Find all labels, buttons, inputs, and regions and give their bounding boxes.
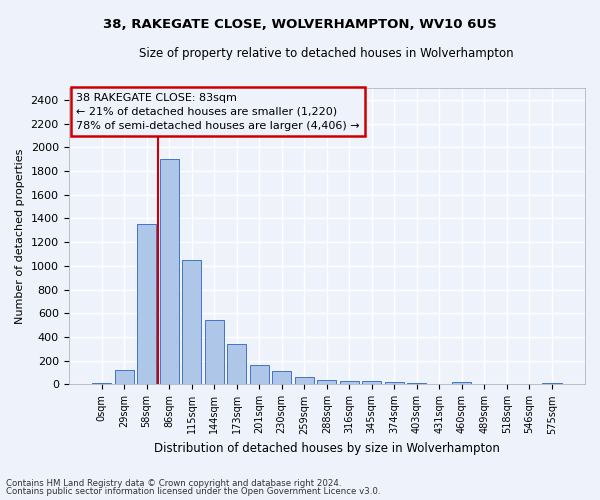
X-axis label: Distribution of detached houses by size in Wolverhampton: Distribution of detached houses by size … [154, 442, 500, 455]
Bar [182, 260, 201, 384]
Bar [407, 382, 427, 384]
Bar [272, 372, 291, 384]
Bar [385, 382, 404, 384]
Y-axis label: Number of detached properties: Number of detached properties [15, 148, 25, 324]
Bar [317, 380, 337, 384]
Bar [340, 381, 359, 384]
Bar [452, 382, 472, 384]
Bar [115, 370, 134, 384]
Bar [92, 382, 111, 384]
Bar [295, 376, 314, 384]
Bar [362, 382, 382, 384]
Bar [542, 382, 562, 384]
Bar [205, 320, 224, 384]
Text: 38 RAKEGATE CLOSE: 83sqm
← 21% of detached houses are smaller (1,220)
78% of sem: 38 RAKEGATE CLOSE: 83sqm ← 21% of detach… [76, 92, 360, 130]
Text: 38, RAKEGATE CLOSE, WOLVERHAMPTON, WV10 6US: 38, RAKEGATE CLOSE, WOLVERHAMPTON, WV10 … [103, 18, 497, 30]
Text: Contains public sector information licensed under the Open Government Licence v3: Contains public sector information licen… [6, 487, 380, 496]
Bar [250, 366, 269, 384]
Title: Size of property relative to detached houses in Wolverhampton: Size of property relative to detached ho… [139, 48, 514, 60]
Text: Contains HM Land Registry data © Crown copyright and database right 2024.: Contains HM Land Registry data © Crown c… [6, 478, 341, 488]
Bar [160, 159, 179, 384]
Bar [227, 344, 246, 385]
Bar [137, 224, 156, 384]
